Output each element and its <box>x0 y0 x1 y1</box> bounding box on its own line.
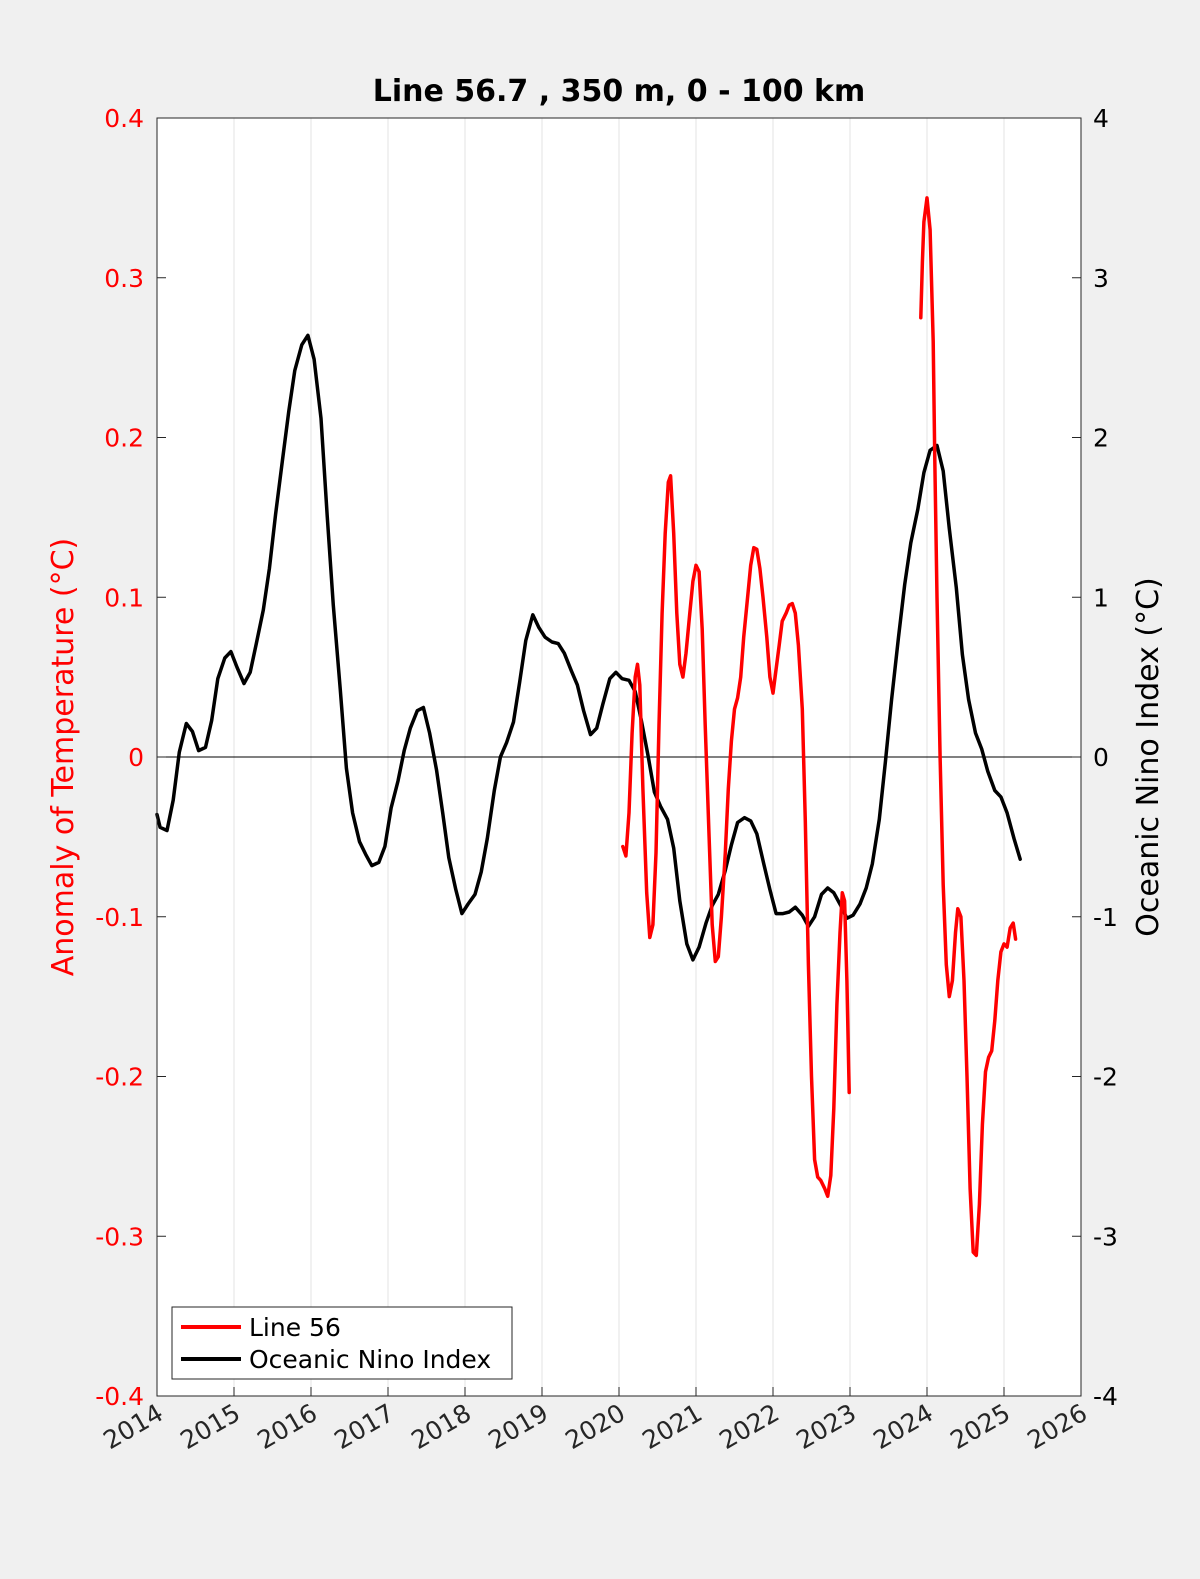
right-tick-label: 1 <box>1093 583 1109 612</box>
left-tick-label: 0.4 <box>104 104 144 133</box>
x-tick-label: 2023 <box>791 1398 861 1455</box>
series-line-oni <box>155 333 1022 962</box>
right-tick-label: 2 <box>1093 424 1109 453</box>
x-tick-label: 2018 <box>406 1398 476 1455</box>
right-tick-label: 3 <box>1093 264 1109 293</box>
legend-label-oni: Oceanic Nino Index <box>249 1345 491 1374</box>
left-tick-label: 0 <box>128 743 144 772</box>
right-tick-label: -4 <box>1093 1382 1118 1411</box>
left-tick-label: -0.1 <box>95 903 144 932</box>
x-tick-label: 2025 <box>945 1398 1015 1455</box>
chart-title: Line 56.7 , 350 m, 0 - 100 km <box>373 74 866 109</box>
left-axis-ticks: -0.4 -0.3 -0.2 -0.1 0 0.1 0.2 0.3 0.4 <box>95 104 166 1411</box>
legend-box <box>171 1306 513 1380</box>
x-tick-label: 2021 <box>637 1398 707 1455</box>
series-lines <box>155 196 1022 1258</box>
right-tick-label: -3 <box>1093 1222 1118 1251</box>
right-tick-label: -1 <box>1093 903 1118 932</box>
x-tick-label: 2019 <box>483 1398 553 1455</box>
left-tick-label: -0.2 <box>95 1063 144 1092</box>
x-tick-label: 2020 <box>560 1398 630 1455</box>
left-tick-label: -0.3 <box>95 1222 144 1251</box>
left-tick-label: 0.2 <box>104 424 144 453</box>
x-tick-label: 2015 <box>175 1398 245 1455</box>
x-tick-label: 2016 <box>252 1398 322 1455</box>
left-tick-label: 0.1 <box>104 583 144 612</box>
x-tick-label: 2022 <box>714 1398 784 1455</box>
legend: Line 56 Oceanic Nino Index <box>171 1306 513 1380</box>
x-tick-label: 2026 <box>1022 1398 1092 1455</box>
series-line-line56 <box>919 196 1018 1258</box>
right-tick-label: -2 <box>1093 1063 1118 1092</box>
right-axis-label: Oceanic Nino Index (°C) <box>1131 577 1166 937</box>
left-tick-label: 0.3 <box>104 264 144 293</box>
x-tick-label: 2024 <box>868 1398 938 1455</box>
x-axis-ticks: 2014 2015 2016 2017 2018 2019 2020 2021 2022 2023… <box>98 1387 1092 1455</box>
right-tick-label: 4 <box>1093 104 1109 133</box>
left-tick-label: -0.4 <box>95 1382 144 1411</box>
right-axis-ticks: -4 -3 -2 -1 0 1 2 3 4 <box>1072 104 1118 1411</box>
series-line-line56 <box>621 474 851 1199</box>
right-tick-label: 0 <box>1093 743 1109 772</box>
x-tick-label: 2017 <box>329 1398 399 1455</box>
legend-label-line56: Line 56 <box>249 1313 341 1342</box>
left-axis-label: Anomaly of Temperature (°C) <box>46 538 81 977</box>
